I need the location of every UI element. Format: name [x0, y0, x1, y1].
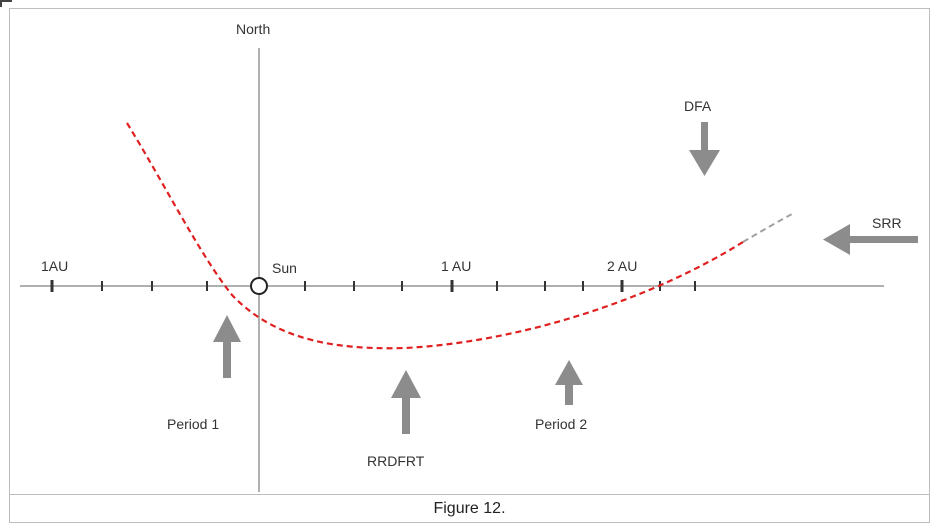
label-rrdfrt: RRDFRT — [367, 453, 425, 469]
label-1au: 1 AU — [441, 258, 471, 274]
label-1au-left: 1AU — [41, 258, 68, 274]
trajectory-curve — [126, 122, 744, 350]
figure-caption: Figure 12. — [433, 500, 506, 517]
label-dfa: DFA — [684, 98, 712, 114]
page-corner-mark — [0, 0, 12, 7]
figure-frame — [9, 8, 930, 523]
label-sun: Sun — [272, 260, 297, 276]
caption-divider — [9, 494, 930, 495]
arrow-period-2 — [555, 360, 583, 405]
sun-marker — [250, 277, 268, 295]
label-2au: 2 AU — [607, 258, 637, 274]
trajectory-extension — [742, 213, 793, 243]
label-period-1: Period 1 — [167, 416, 219, 432]
arrow-rrdfrt — [391, 370, 421, 434]
arrow-srr — [823, 224, 918, 255]
label-north: North — [236, 21, 270, 37]
label-period-2: Period 2 — [535, 416, 587, 432]
label-srr: SRR — [872, 215, 902, 231]
arrow-dfa — [689, 122, 720, 176]
arrow-period-1 — [213, 315, 241, 378]
axis-ticks — [50, 280, 696, 292]
